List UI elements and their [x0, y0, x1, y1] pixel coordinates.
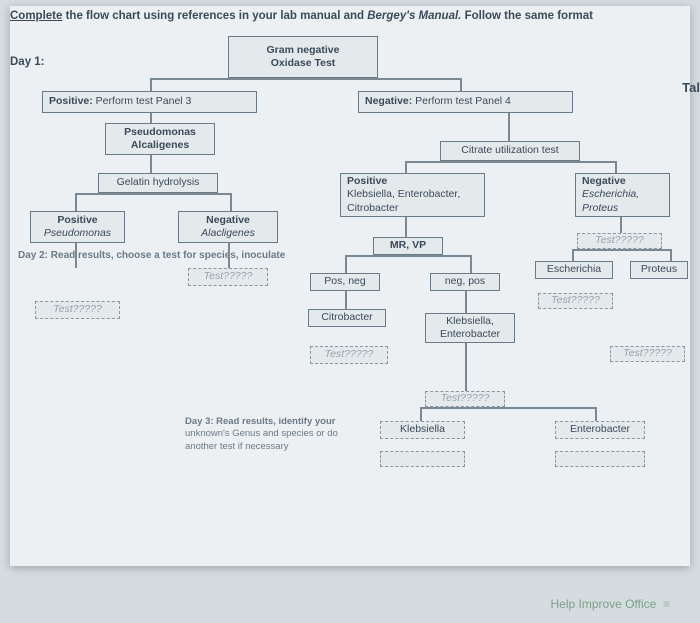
cutoff-text: Tal — [682, 80, 700, 95]
connector — [420, 407, 595, 409]
connector — [345, 291, 347, 309]
connector — [228, 243, 230, 268]
instruction-underline: Complete — [10, 10, 62, 22]
connector — [460, 78, 462, 91]
gelatin-negative-node: Negative Alacligenes — [178, 211, 278, 243]
help-improve-office-link[interactable]: Help Improve Office ≡ — [550, 597, 670, 611]
connector — [150, 78, 460, 80]
connector — [405, 161, 407, 173]
test-blank-node: Test????? — [577, 233, 662, 249]
connector — [150, 155, 152, 173]
connector — [465, 343, 467, 391]
root-node: Gram negative Oxidase Test — [228, 36, 378, 78]
posneg-node: Pos, neg — [310, 273, 380, 291]
test-blank-node: Test????? — [35, 301, 120, 319]
connector — [508, 113, 510, 141]
klebsiella-node: Klebsiella — [380, 421, 465, 439]
connector — [572, 249, 672, 251]
connector — [150, 78, 152, 91]
negpos-node: neg, pos — [430, 273, 500, 291]
blank-node — [555, 451, 645, 467]
test-blank-node: Test????? — [425, 391, 505, 407]
mrvp-node: MR, VP — [373, 237, 443, 255]
citrobacter-node: Citrobacter — [308, 309, 386, 327]
connector — [572, 249, 574, 261]
test-blank-node: Test????? — [610, 346, 685, 362]
connector — [345, 255, 470, 257]
test-blank-node: Test????? — [188, 268, 268, 286]
connector — [595, 407, 597, 421]
connector — [470, 255, 472, 273]
test-blank-node: Test????? — [310, 346, 388, 364]
day1-label: Day 1: — [10, 56, 45, 68]
connector — [75, 243, 77, 268]
citrate-test-node: Citrate utilization test — [440, 141, 580, 161]
enterobacter-node: Enterobacter — [555, 421, 645, 439]
connector — [615, 161, 617, 173]
citrate-negative-node: Negative Escherichia, Proteus — [575, 173, 670, 217]
test-blank-node: Test????? — [538, 293, 613, 309]
connector — [345, 255, 347, 273]
connector — [405, 217, 407, 237]
blank-node — [380, 451, 465, 467]
proteus-node: Proteus — [630, 261, 688, 279]
connector — [420, 407, 422, 421]
connector — [230, 193, 232, 211]
pseudomonas-alcaligenes-node: Pseudomonas Alcaligenes — [105, 123, 215, 155]
connector — [670, 249, 672, 261]
connector — [75, 193, 77, 211]
instruction-line: Complete the flow chart using references… — [10, 10, 593, 22]
connector — [620, 217, 622, 233]
klebsiella-enterobacter-node: Klebsiella, Enterobacter — [425, 313, 515, 343]
negative-panel-node: Negative: Perform test Panel 4 — [358, 91, 573, 113]
worksheet-page: Complete the flow chart using references… — [10, 6, 690, 566]
citrate-positive-node: Positive Klebsiella, Enterobacter, Citro… — [340, 173, 485, 217]
connector — [465, 291, 467, 313]
connector — [405, 161, 615, 163]
gelatin-hydrolysis-node: Gelatin hydrolysis — [98, 173, 218, 193]
positive-panel-node: Positive: Perform test Panel 3 — [42, 91, 257, 113]
gelatin-positive-node: Positive Pseudomonas — [30, 211, 125, 243]
escherichia-node: Escherichia — [535, 261, 613, 279]
day2-label: Day 2: Read results, choose a test for s… — [18, 250, 285, 261]
day3-label: Day 3: Read results, identify your unkno… — [185, 416, 375, 453]
connector — [150, 113, 152, 123]
connector — [75, 193, 230, 195]
